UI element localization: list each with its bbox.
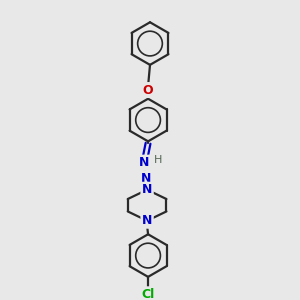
Text: H: H — [154, 155, 162, 165]
Text: N: N — [142, 183, 152, 196]
Text: O: O — [143, 83, 153, 97]
Text: N: N — [141, 172, 151, 184]
Text: N: N — [139, 156, 149, 169]
Text: N: N — [142, 214, 152, 227]
Text: Cl: Cl — [141, 288, 155, 300]
